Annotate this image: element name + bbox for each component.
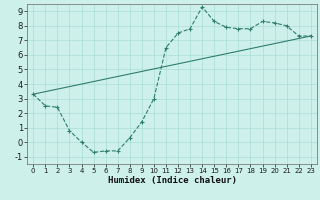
X-axis label: Humidex (Indice chaleur): Humidex (Indice chaleur): [108, 176, 236, 185]
